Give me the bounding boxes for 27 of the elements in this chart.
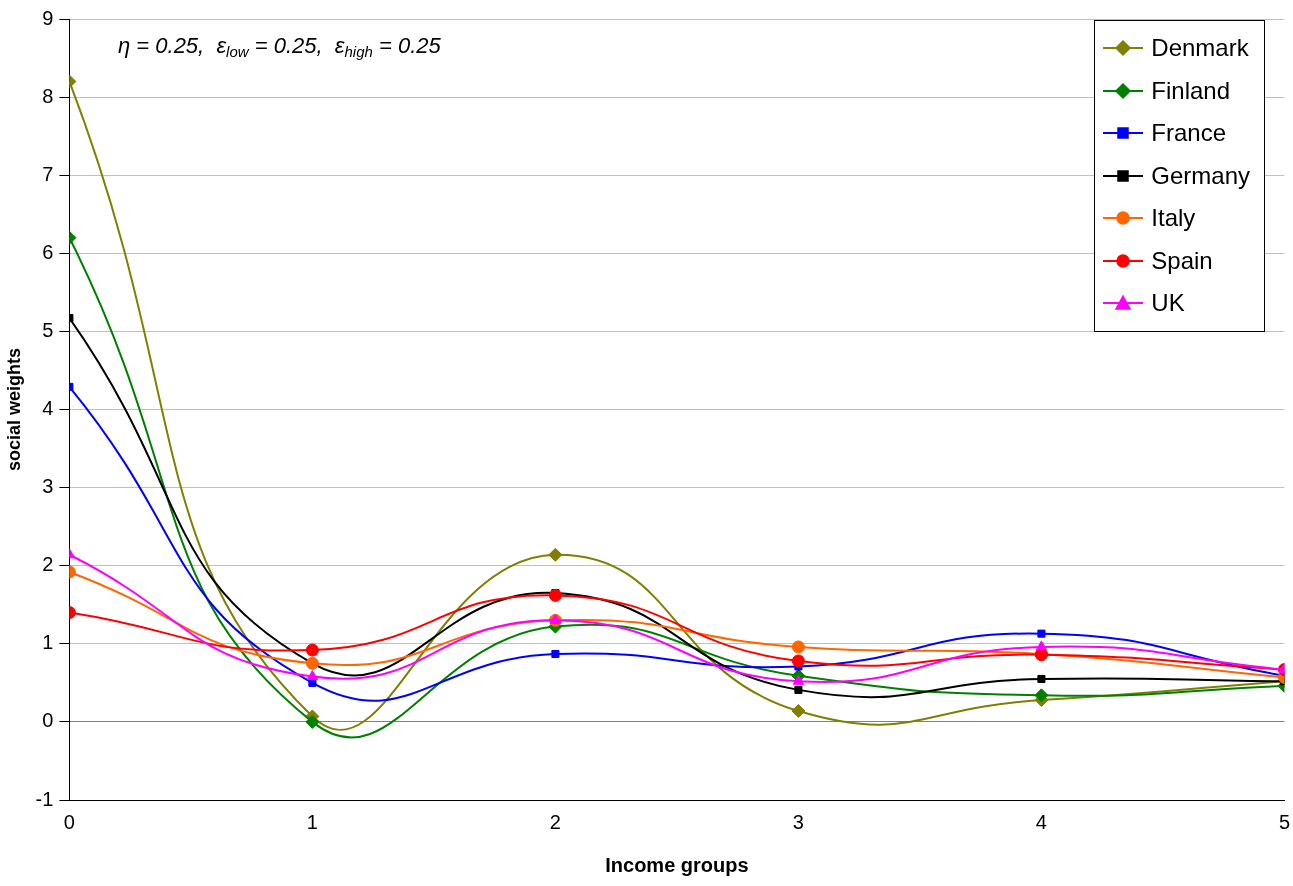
- y-tick-label: 2: [42, 553, 54, 576]
- annotation: η = 0.25, ε$_{low}$ = 0.25, ε$_{high}$ = 0.25: [118, 33, 441, 60]
- x-tick-label: 2: [549, 810, 561, 833]
- x-tick-label: 5: [1278, 810, 1290, 833]
- legend-label: Italy: [1151, 204, 1196, 233]
- legend-label: UK: [1151, 289, 1185, 318]
- y-tick-label: 7: [42, 162, 54, 185]
- legend-label: Spain: [1151, 246, 1213, 275]
- y-tick-label: 6: [42, 240, 54, 263]
- y-tick-label: 8: [42, 84, 54, 107]
- legend-label: Finland: [1151, 76, 1231, 105]
- y-tick-label: 0: [42, 709, 54, 732]
- x-tick-label: 3: [792, 810, 804, 833]
- y-tick-label: 5: [42, 318, 54, 341]
- y-tick-label: 4: [42, 397, 54, 420]
- x-axis-title: Income groups: [605, 853, 749, 876]
- y-tick-label: 1: [42, 631, 54, 654]
- y-tick-label: 3: [42, 475, 54, 498]
- legend-label: Denmark: [1151, 34, 1249, 63]
- legend-label: Germany: [1151, 161, 1250, 190]
- y-tick-label: 9: [42, 6, 54, 29]
- x-tick-label: 1: [306, 810, 318, 833]
- legend-label: France: [1151, 119, 1226, 148]
- y-axis-title: social weights: [3, 347, 24, 472]
- y-tick-label: -1: [35, 787, 54, 810]
- x-tick-label: 4: [1035, 810, 1047, 833]
- x-tick-label: 0: [63, 810, 75, 833]
